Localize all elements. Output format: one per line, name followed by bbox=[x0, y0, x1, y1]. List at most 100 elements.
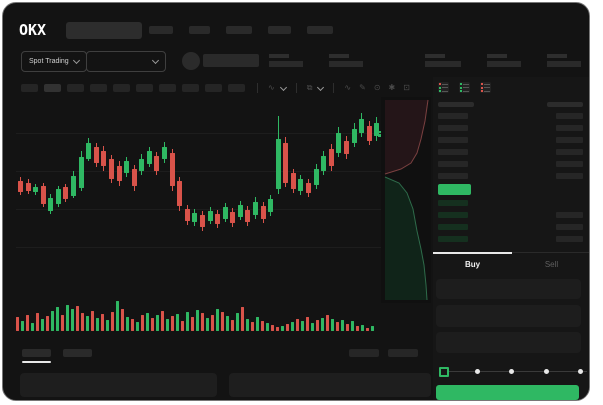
ask-row-2[interactable] bbox=[438, 125, 583, 131]
stat-value bbox=[329, 61, 363, 67]
buy-submit-button[interactable] bbox=[436, 385, 579, 400]
indicators-dropdown[interactable]: ⧉ bbox=[303, 83, 328, 93]
volume-bar-14 bbox=[81, 313, 84, 331]
chart-type-dropdown[interactable]: ∿ bbox=[264, 83, 290, 93]
volume-bar-45 bbox=[236, 313, 239, 331]
nav-item-1[interactable] bbox=[149, 26, 173, 34]
candle-body bbox=[215, 214, 221, 224]
timeframe-button-1[interactable] bbox=[21, 84, 38, 92]
timeframe-button-9[interactable] bbox=[205, 84, 222, 92]
timeframe-button-7[interactable] bbox=[159, 84, 176, 92]
pair-selector-dropdown[interactable] bbox=[86, 51, 166, 72]
line bbox=[484, 83, 490, 85]
nav-item-3[interactable] bbox=[226, 26, 252, 34]
stat-label bbox=[329, 54, 349, 58]
depth-chart[interactable] bbox=[381, 97, 431, 303]
chevron-down-icon bbox=[317, 83, 325, 91]
ask-row-4[interactable] bbox=[438, 149, 583, 155]
ask-amount bbox=[556, 125, 583, 131]
last-price-badge[interactable] bbox=[438, 184, 471, 195]
camera-icon[interactable]: ⊙ bbox=[370, 83, 385, 93]
tab-sell[interactable]: Sell bbox=[544, 260, 559, 269]
bottom-tab-2[interactable] bbox=[63, 349, 92, 357]
ask-row-1[interactable] bbox=[438, 113, 583, 119]
draw-icon[interactable]: ✎ bbox=[355, 83, 370, 93]
red-square bbox=[481, 83, 483, 85]
candle-body bbox=[169, 153, 175, 186]
volume-bar-6 bbox=[41, 319, 44, 331]
volume-bar-69 bbox=[356, 326, 359, 331]
market-type-dropdown[interactable]: Spot Trading bbox=[21, 51, 87, 72]
gridline bbox=[16, 247, 381, 248]
timeframe-button-6[interactable] bbox=[136, 84, 153, 92]
candle-body bbox=[328, 149, 334, 166]
search-input[interactable] bbox=[66, 22, 142, 39]
volume-bar-12 bbox=[71, 309, 74, 331]
okx-logo[interactable]: OKX bbox=[19, 21, 47, 39]
fullscreen-icon-glyph: ⊡ bbox=[403, 83, 410, 92]
bid-row-3[interactable] bbox=[438, 224, 583, 230]
bottom-tab-1[interactable] bbox=[22, 349, 51, 357]
bottom-action-1[interactable] bbox=[349, 349, 379, 357]
line-tool-icon[interactable]: ∿ bbox=[340, 83, 355, 93]
orderbook-view-both[interactable] bbox=[438, 82, 449, 93]
volume-bar-51 bbox=[266, 323, 269, 331]
volume-bar-26 bbox=[141, 315, 144, 331]
chart-type-dropdown-glyph: ∿ bbox=[268, 83, 275, 92]
ask-price bbox=[438, 113, 468, 119]
order-form-field-2[interactable] bbox=[436, 305, 581, 327]
candlestick-chart[interactable] bbox=[16, 99, 381, 291]
ask-amount bbox=[556, 113, 583, 119]
candle-body bbox=[18, 181, 23, 192]
candle-body bbox=[108, 159, 114, 179]
indicators-dropdown-glyph: ⧉ bbox=[306, 83, 313, 92]
orderbook-view-bids[interactable] bbox=[459, 82, 470, 93]
volume-bar-18 bbox=[101, 314, 104, 331]
nav-item-5[interactable] bbox=[307, 26, 333, 34]
timeframe-button-3[interactable] bbox=[67, 84, 84, 92]
stat-5 bbox=[547, 54, 581, 67]
orderbook-view-asks[interactable] bbox=[480, 82, 491, 93]
trade-tabs: Buy Sell bbox=[433, 252, 589, 276]
line bbox=[484, 90, 490, 92]
order-form-field-1[interactable] bbox=[436, 279, 581, 299]
amount-slider[interactable] bbox=[439, 367, 587, 377]
fullscreen-icon[interactable]: ⊡ bbox=[399, 83, 414, 93]
timeframe-button-5[interactable] bbox=[113, 84, 130, 92]
stat-label bbox=[487, 54, 507, 58]
bid-row-2[interactable] bbox=[438, 212, 583, 218]
volume-bar-15 bbox=[86, 316, 89, 331]
settings-icon[interactable]: ✱ bbox=[385, 83, 400, 93]
green-square bbox=[460, 86, 462, 89]
volume-bar-35 bbox=[186, 312, 189, 331]
slider-stop-2[interactable] bbox=[474, 369, 480, 374]
candle-body bbox=[154, 156, 160, 171]
candle-body bbox=[366, 126, 372, 141]
volume-bar-16 bbox=[91, 311, 94, 331]
candle-body bbox=[245, 210, 251, 222]
timeframe-button-4[interactable] bbox=[90, 84, 107, 92]
volume-bar-3 bbox=[26, 315, 29, 331]
slider-stop-4[interactable] bbox=[543, 369, 549, 374]
timeframe-button-2[interactable] bbox=[44, 84, 61, 92]
ask-row-6[interactable] bbox=[438, 173, 583, 179]
ask-row-3[interactable] bbox=[438, 137, 583, 143]
tab-buy[interactable]: Buy bbox=[433, 252, 512, 276]
order-form-field-3[interactable] bbox=[436, 332, 581, 353]
bottom-action-2[interactable] bbox=[388, 349, 418, 357]
stat-value bbox=[547, 61, 581, 67]
ask-row-5[interactable] bbox=[438, 161, 583, 167]
timeframe-button-10[interactable] bbox=[228, 84, 245, 92]
nav-item-4[interactable] bbox=[268, 26, 291, 34]
slider-handle[interactable] bbox=[439, 367, 449, 377]
bid-row-1[interactable] bbox=[438, 200, 583, 206]
nav-item-2[interactable] bbox=[189, 26, 210, 34]
line bbox=[463, 90, 469, 92]
slider-stop-5[interactable] bbox=[578, 369, 583, 374]
stat-2 bbox=[329, 54, 363, 67]
bid-row-4[interactable] bbox=[438, 236, 583, 242]
slider-stop-3[interactable] bbox=[509, 369, 514, 374]
ask-price bbox=[438, 137, 468, 143]
bid-price bbox=[438, 224, 468, 230]
timeframe-button-8[interactable] bbox=[182, 84, 199, 92]
